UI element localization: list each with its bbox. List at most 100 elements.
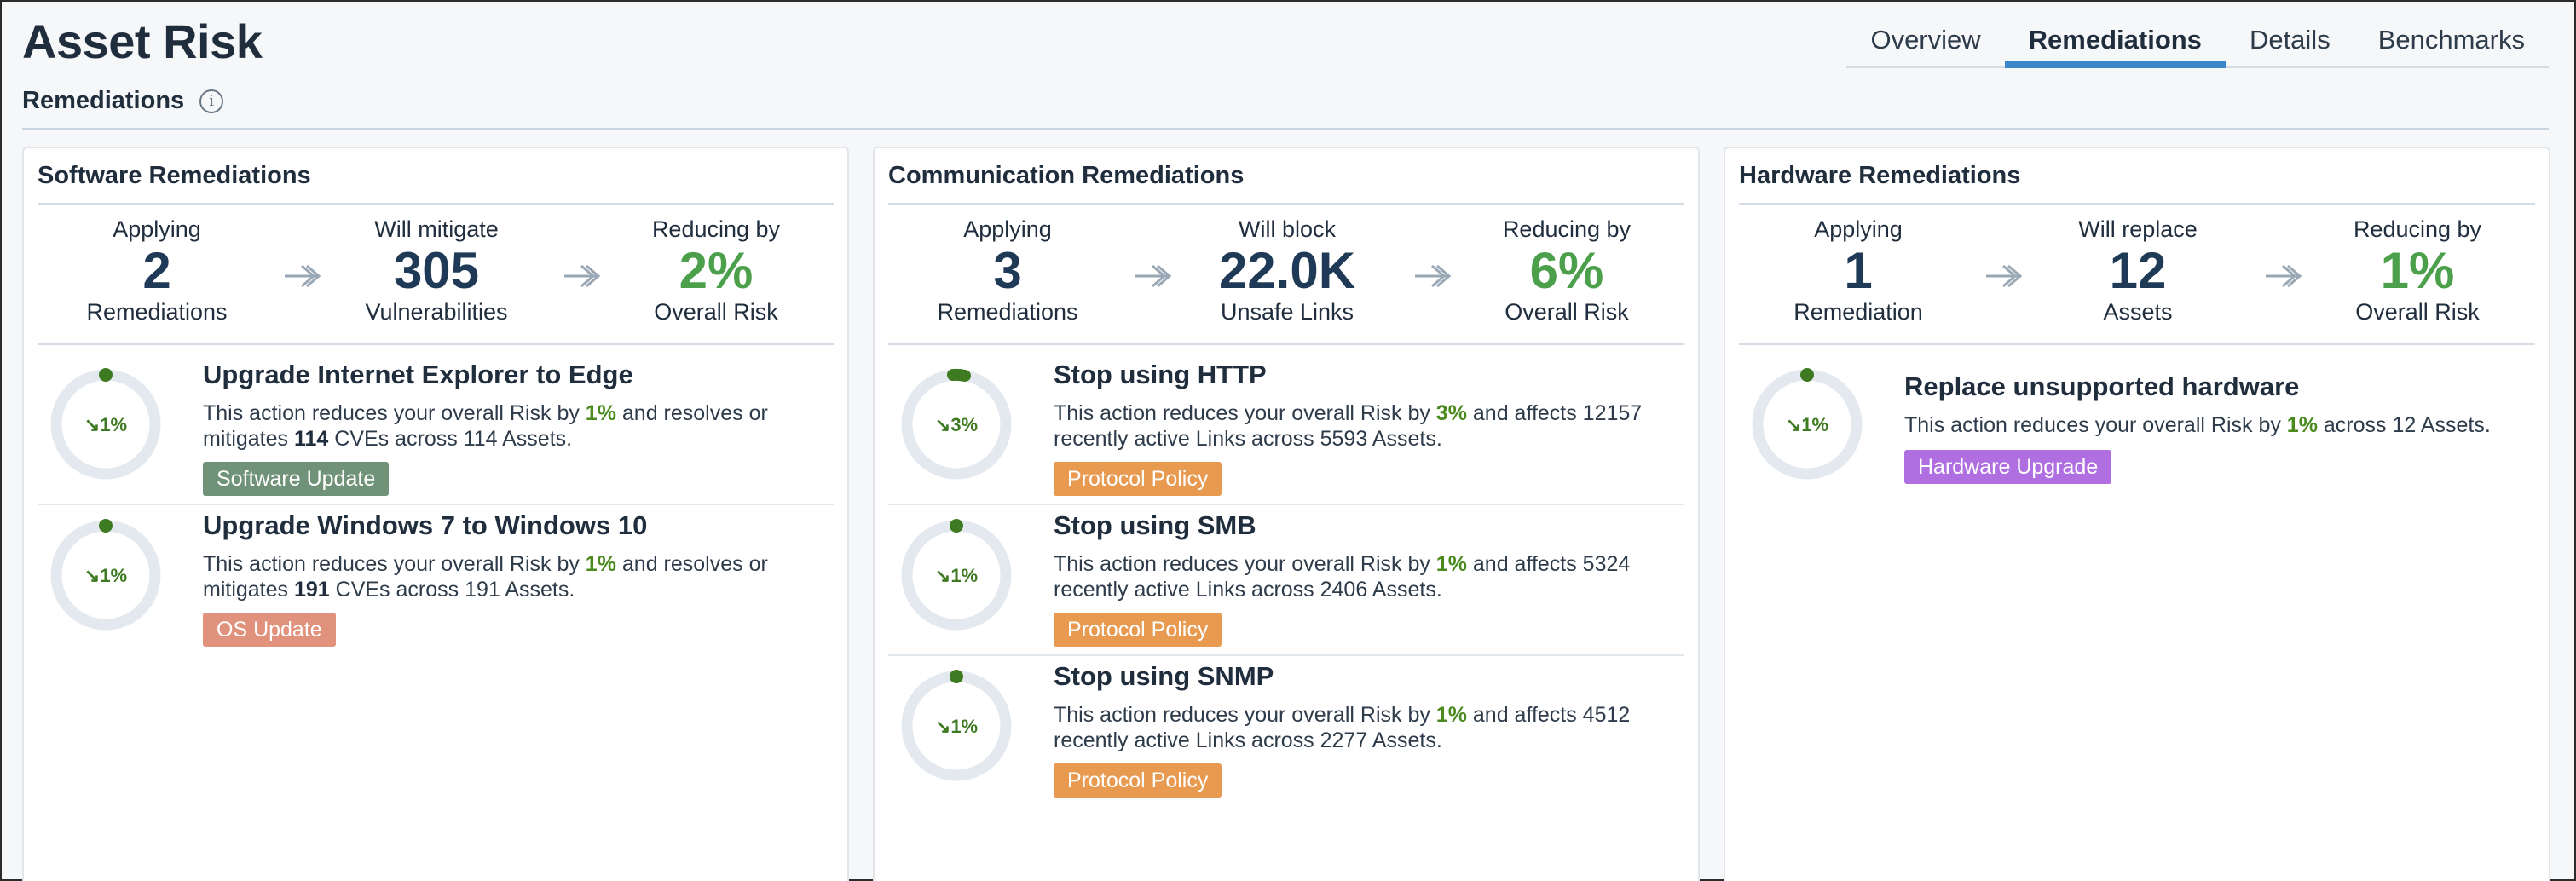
stat-value: 2 [142,242,171,299]
flow-arrow-icon [1135,264,1172,288]
tab-overview[interactable]: Overview [1870,25,1981,55]
summary-stats: Applying 1 Remediation Will replace 12 A… [1739,216,2535,344]
svg-text:↘1%: ↘1% [84,414,127,435]
stat-value: 2% [679,242,754,299]
risk-donut-icon: ↘1% [901,670,1012,781]
stat-value: 3 [993,242,1022,299]
stat-reducing-by: Reducing by 2% Overall Risk [605,216,827,325]
item-divider [888,654,1684,656]
remediation-title: Replace unsupported hardware [1904,371,2300,401]
flow-arrow-icon [2266,264,2302,288]
svg-text:↘1%: ↘1% [935,565,978,586]
item-divider [888,504,1684,505]
stat-reducing-by: Reducing by 1% Overall Risk [2307,216,2528,325]
risk-donut-icon: ↘1% [50,368,161,480]
stat-label: Will replace [2078,216,2198,242]
tab-bar: Overview Remediations Details Benchmarks [1846,19,2549,68]
remediation-item[interactable]: ↘1% Upgrade Internet Explorer to Edge Th… [38,353,834,504]
stat-label: Will mitigate [374,216,499,242]
remediation-item[interactable]: ↘1% Stop using SMB This action reduces y… [888,504,1684,654]
stat-unit: Unsafe Links [1220,299,1354,325]
risk-donut-icon: ↘1% [50,519,161,631]
summary-stats: Applying 3 Remediations Will block 22.0K… [888,216,1684,344]
remediation-title: Stop using SMB [1054,510,1256,540]
svg-text:↘1%: ↘1% [935,716,978,737]
panel-divider [888,203,1684,205]
panel-divider [1739,343,2535,345]
section-heading: Remediations i [22,87,224,115]
stat-unit: Remediations [86,299,228,325]
stat-label: Reducing by [1502,216,1632,242]
panel-divider [38,343,834,345]
remediation-description: This action reduces your overall Risk by… [1054,552,1631,602]
svg-text:↘1%: ↘1% [1786,414,1828,435]
risk-donut-icon: ↘3% [901,368,1012,480]
software-remediations-panel: Software Remediations Applying 2 Remedia… [22,147,849,881]
section-divider [22,128,2549,130]
stat-value: 22.0K [1218,242,1356,299]
stat-unit: Overall Risk [654,299,778,325]
flow-arrow-icon [564,264,601,288]
panel-title: Communication Remediations [888,162,1245,189]
risk-donut-icon: ↘1% [1752,368,1863,480]
stat-label: Applying [113,216,201,242]
os-update-tag: OS Update [203,613,336,647]
flow-arrow-icon [1986,264,2023,288]
protocol-policy-tag: Protocol Policy [1054,613,1222,647]
tab-benchmarks[interactable]: Benchmarks [2377,25,2525,55]
stat-label: Applying [1814,216,1903,242]
svg-text:↘1%: ↘1% [84,565,127,586]
stat-applying: Applying 3 Remediations [897,216,1118,325]
risk-donut-icon: ↘1% [901,519,1012,631]
remediation-item[interactable]: ↘1% Upgrade Windows 7 to Windows 10 This… [38,504,834,654]
stat-value: 12 [2109,242,2167,299]
panel-divider [888,343,1684,345]
protocol-policy-tag: Protocol Policy [1054,763,1222,798]
stat-will-replace: Will replace 12 Assets [2027,216,2249,325]
stat-unit: Overall Risk [2355,299,2480,325]
stat-value: 6% [1529,242,1604,299]
stat-reducing-by: Reducing by 6% Overall Risk [1456,216,1678,325]
communication-remediations-panel: Communication Remediations Applying 3 Re… [873,147,1700,881]
panel-title: Hardware Remediations [1739,162,2021,189]
page-title: Asset Risk [22,14,263,68]
remediation-description: This action reduces your overall Risk by… [1054,401,1643,451]
stat-unit: Vulnerabilities [365,299,508,325]
info-icon[interactable]: i [199,89,224,113]
stat-label: Reducing by [2353,216,2482,242]
panel-divider [38,203,834,205]
panel-divider [1739,203,2535,205]
panel-title: Software Remediations [38,162,311,189]
tab-details[interactable]: Details [2249,25,2331,55]
stat-label: Reducing by [651,216,781,242]
stat-will-block: Will block 22.0K Unsafe Links [1176,216,1398,325]
remediation-description: This action reduces your overall Risk by… [203,552,768,602]
stat-applying: Applying 1 Remediation [1747,216,1969,325]
remediation-title: Stop using SNMP [1054,661,1274,691]
stat-label: Applying [963,216,1052,242]
remediation-title: Stop using HTTP [1054,360,1267,389]
protocol-policy-tag: Protocol Policy [1054,462,1222,496]
remediation-description: This action reduces your overall Risk by… [1054,703,1631,752]
summary-stats: Applying 2 Remediations Will mitigate 30… [38,216,834,344]
stat-unit: Remediation [1793,299,1923,325]
stat-value: 305 [393,242,480,299]
stat-unit: Remediations [937,299,1078,325]
remediation-item[interactable]: ↘1% Replace unsupported hardware This ac… [1739,353,2535,504]
stat-unit: Assets [2103,299,2173,325]
hardware-remediations-panel: Hardware Remediations Applying 1 Remedia… [1724,147,2550,881]
tab-remediations[interactable]: Remediations [2004,16,2227,68]
flow-arrow-icon [285,264,321,288]
stat-will-mitigate: Will mitigate 305 Vulnerabilities [326,216,547,325]
item-divider [38,504,834,505]
hardware-upgrade-tag: Hardware Upgrade [1904,450,2112,484]
flow-arrow-icon [1415,264,1452,288]
remediation-description: This action reduces your overall Risk by… [1904,413,2491,437]
section-title: Remediations [22,87,185,114]
remediation-item[interactable]: ↘1% Stop using SNMP This action reduces … [888,654,1684,805]
stat-label: Will block [1238,216,1336,242]
stat-value: 1 [1844,242,1873,299]
stat-value: 1% [2380,242,2455,299]
remediation-title: Upgrade Windows 7 to Windows 10 [203,510,648,540]
remediation-item[interactable]: ↘3% Stop using HTTP This action reduces … [888,353,1684,504]
